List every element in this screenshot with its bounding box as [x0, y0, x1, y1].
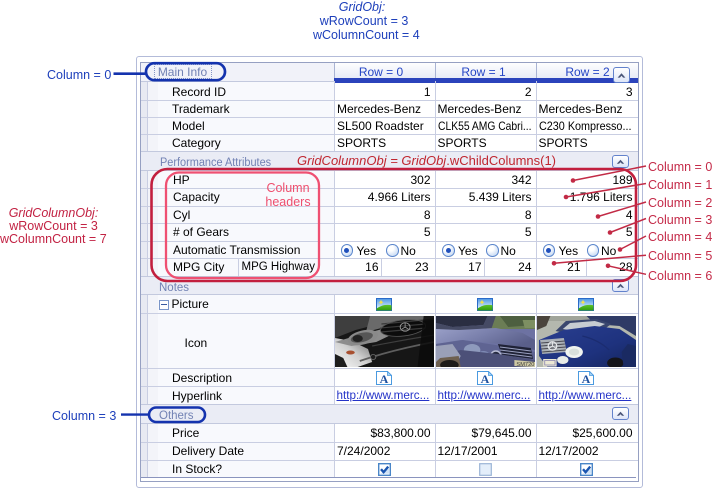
svg-text:A: A	[380, 372, 389, 385]
svg-text:SM720: SM720	[516, 362, 534, 367]
svg-text:A: A	[481, 372, 490, 385]
svg-text:A: A	[582, 372, 591, 385]
